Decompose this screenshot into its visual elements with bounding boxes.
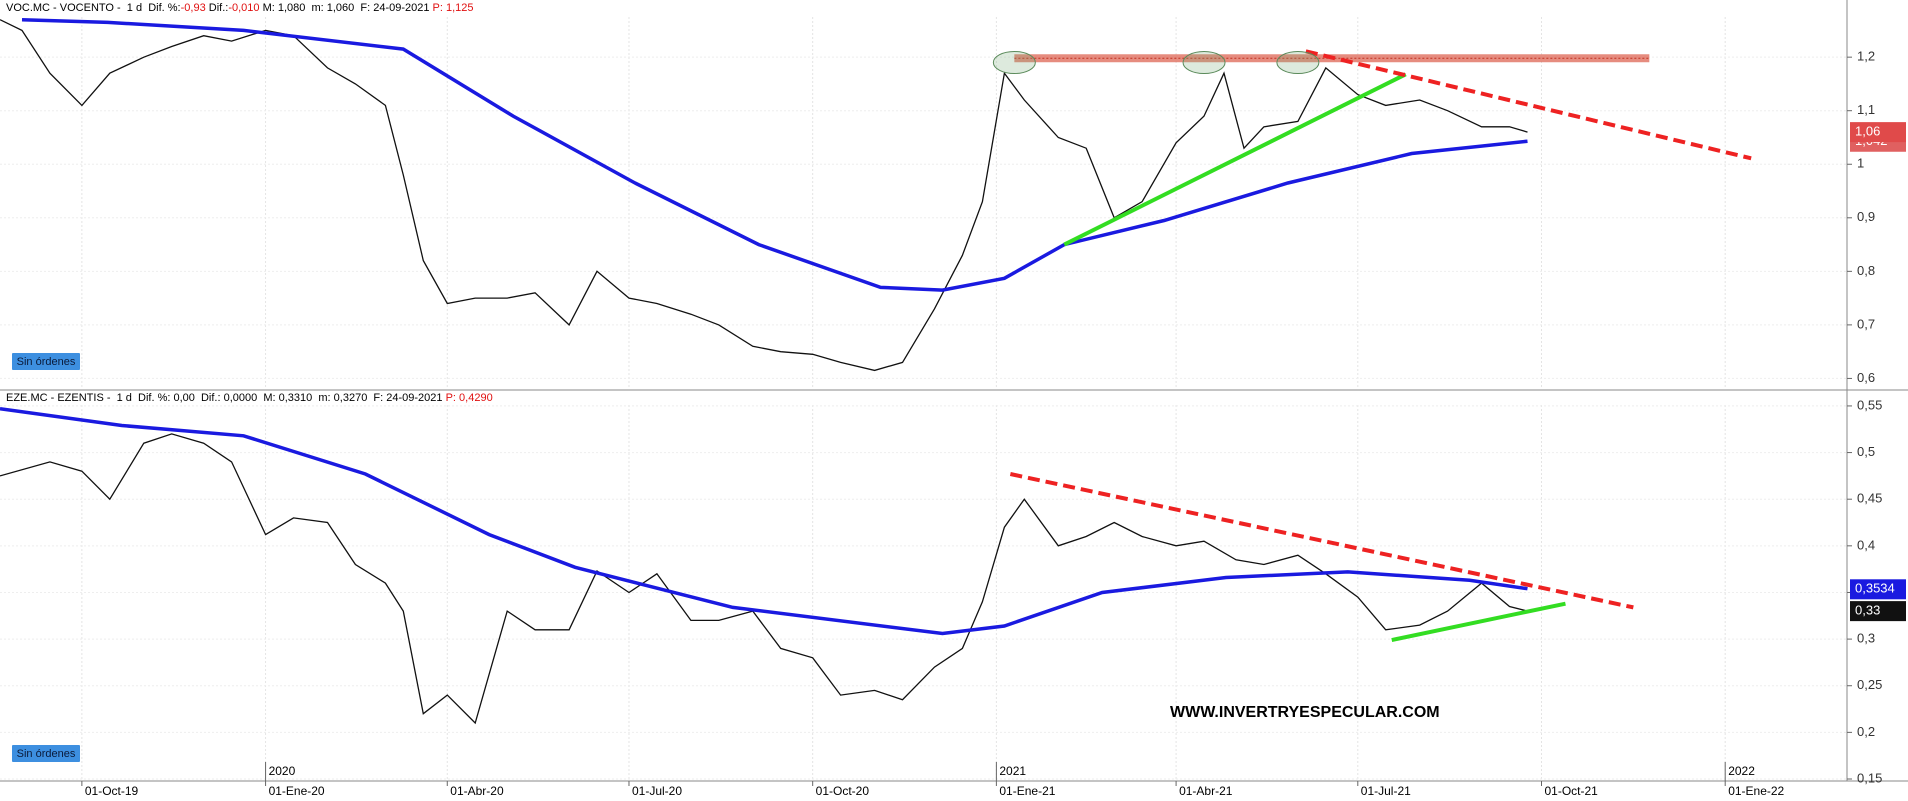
year-label: 2022 <box>1728 764 1755 778</box>
y-tick-label: 1,1 <box>1857 102 1875 117</box>
y-tick-label: 0,6 <box>1857 370 1875 385</box>
x-tick-label: 01-Abr-20 <box>450 784 504 798</box>
trend-line <box>1391 601 1566 642</box>
y-tick-label: 1,2 <box>1857 49 1875 64</box>
year-label: 2021 <box>999 764 1026 778</box>
price-label: 0,3534 <box>1855 581 1895 596</box>
price-label-box <box>1850 601 1906 622</box>
peak-highlight <box>992 51 1036 75</box>
peak-highlight <box>1182 51 1226 75</box>
y-tick-label: 0,3 <box>1857 631 1875 646</box>
peak-highlight <box>1276 51 1320 75</box>
price-line <box>0 433 1528 725</box>
price-label: 0,33 <box>1855 603 1880 618</box>
price-label: 1,06 <box>1855 124 1880 139</box>
x-tick-label: 01-Ene-21 <box>999 784 1055 798</box>
trend-line <box>1305 49 1752 161</box>
orders-button[interactable]: Sin órdenes <box>17 356 76 368</box>
y-tick-label: 0,7 <box>1857 316 1875 331</box>
y-tick-label: 0,9 <box>1857 209 1875 224</box>
x-tick-label: 01-Ene-22 <box>1728 784 1784 798</box>
price-line <box>0 19 1528 372</box>
year-label: 2020 <box>269 764 296 778</box>
y-tick-label: 0,25 <box>1857 677 1882 692</box>
trend-line <box>1063 72 1407 247</box>
watermark: WWW.INVERTRYESPECULAR.COM <box>1170 704 1440 721</box>
orders-button-bg <box>12 745 80 762</box>
y-tick-label: 0,5 <box>1857 444 1875 459</box>
info-part: EZE.MC - EZENTIS - 1 d Dif. %: 0,00 Dif.… <box>6 392 443 404</box>
info-part: P: 1,125 <box>430 2 474 14</box>
y-tick-label: 0,4 <box>1857 537 1875 552</box>
price-label-box <box>1850 579 1906 600</box>
info-part: M: 1,080 m: 1,060 F: 24-09-2021 <box>260 2 430 14</box>
instrument-info: VOC.MC - VOCENTO - 1 d Dif. %:-0,93 Dif.… <box>6 2 474 14</box>
info-part: VOC.MC - VOCENTO - 1 d Dif. %: <box>6 2 181 14</box>
orders-button-bg <box>12 353 80 370</box>
x-tick-label: 01-Oct-19 <box>85 784 139 798</box>
y-tick-label: 0,2 <box>1857 724 1875 739</box>
x-tick-label: 01-Oct-20 <box>816 784 870 798</box>
moving-average <box>21 17 1528 292</box>
info-part: P: 0,4290 <box>443 392 493 404</box>
instrument-info: EZE.MC - EZENTIS - 1 d Dif. %: 0,00 Dif.… <box>6 392 493 404</box>
info-part: -0,93 <box>181 2 206 14</box>
y-tick-label: 0,55 <box>1857 397 1882 412</box>
orders-button[interactable]: Sin órdenes <box>17 748 76 760</box>
y-tick-label: 1 <box>1857 156 1864 171</box>
x-tick-label: 01-Jul-20 <box>632 784 682 798</box>
y-tick-label: 0,15 <box>1857 770 1882 785</box>
info-part: -0,010 <box>228 2 259 14</box>
trend-line <box>1009 472 1634 610</box>
x-tick-label: 01-Ene-20 <box>269 784 325 798</box>
y-tick-label: 0,45 <box>1857 491 1882 506</box>
x-tick-label: 01-Oct-21 <box>1544 784 1598 798</box>
x-tick-label: 01-Jul-21 <box>1361 784 1411 798</box>
x-tick-label: 01-Abr-21 <box>1179 784 1233 798</box>
info-part: Dif.: <box>206 2 229 14</box>
y-tick-label: 0,8 <box>1857 263 1875 278</box>
price-label-box <box>1850 122 1906 143</box>
moving-average <box>0 406 1528 636</box>
